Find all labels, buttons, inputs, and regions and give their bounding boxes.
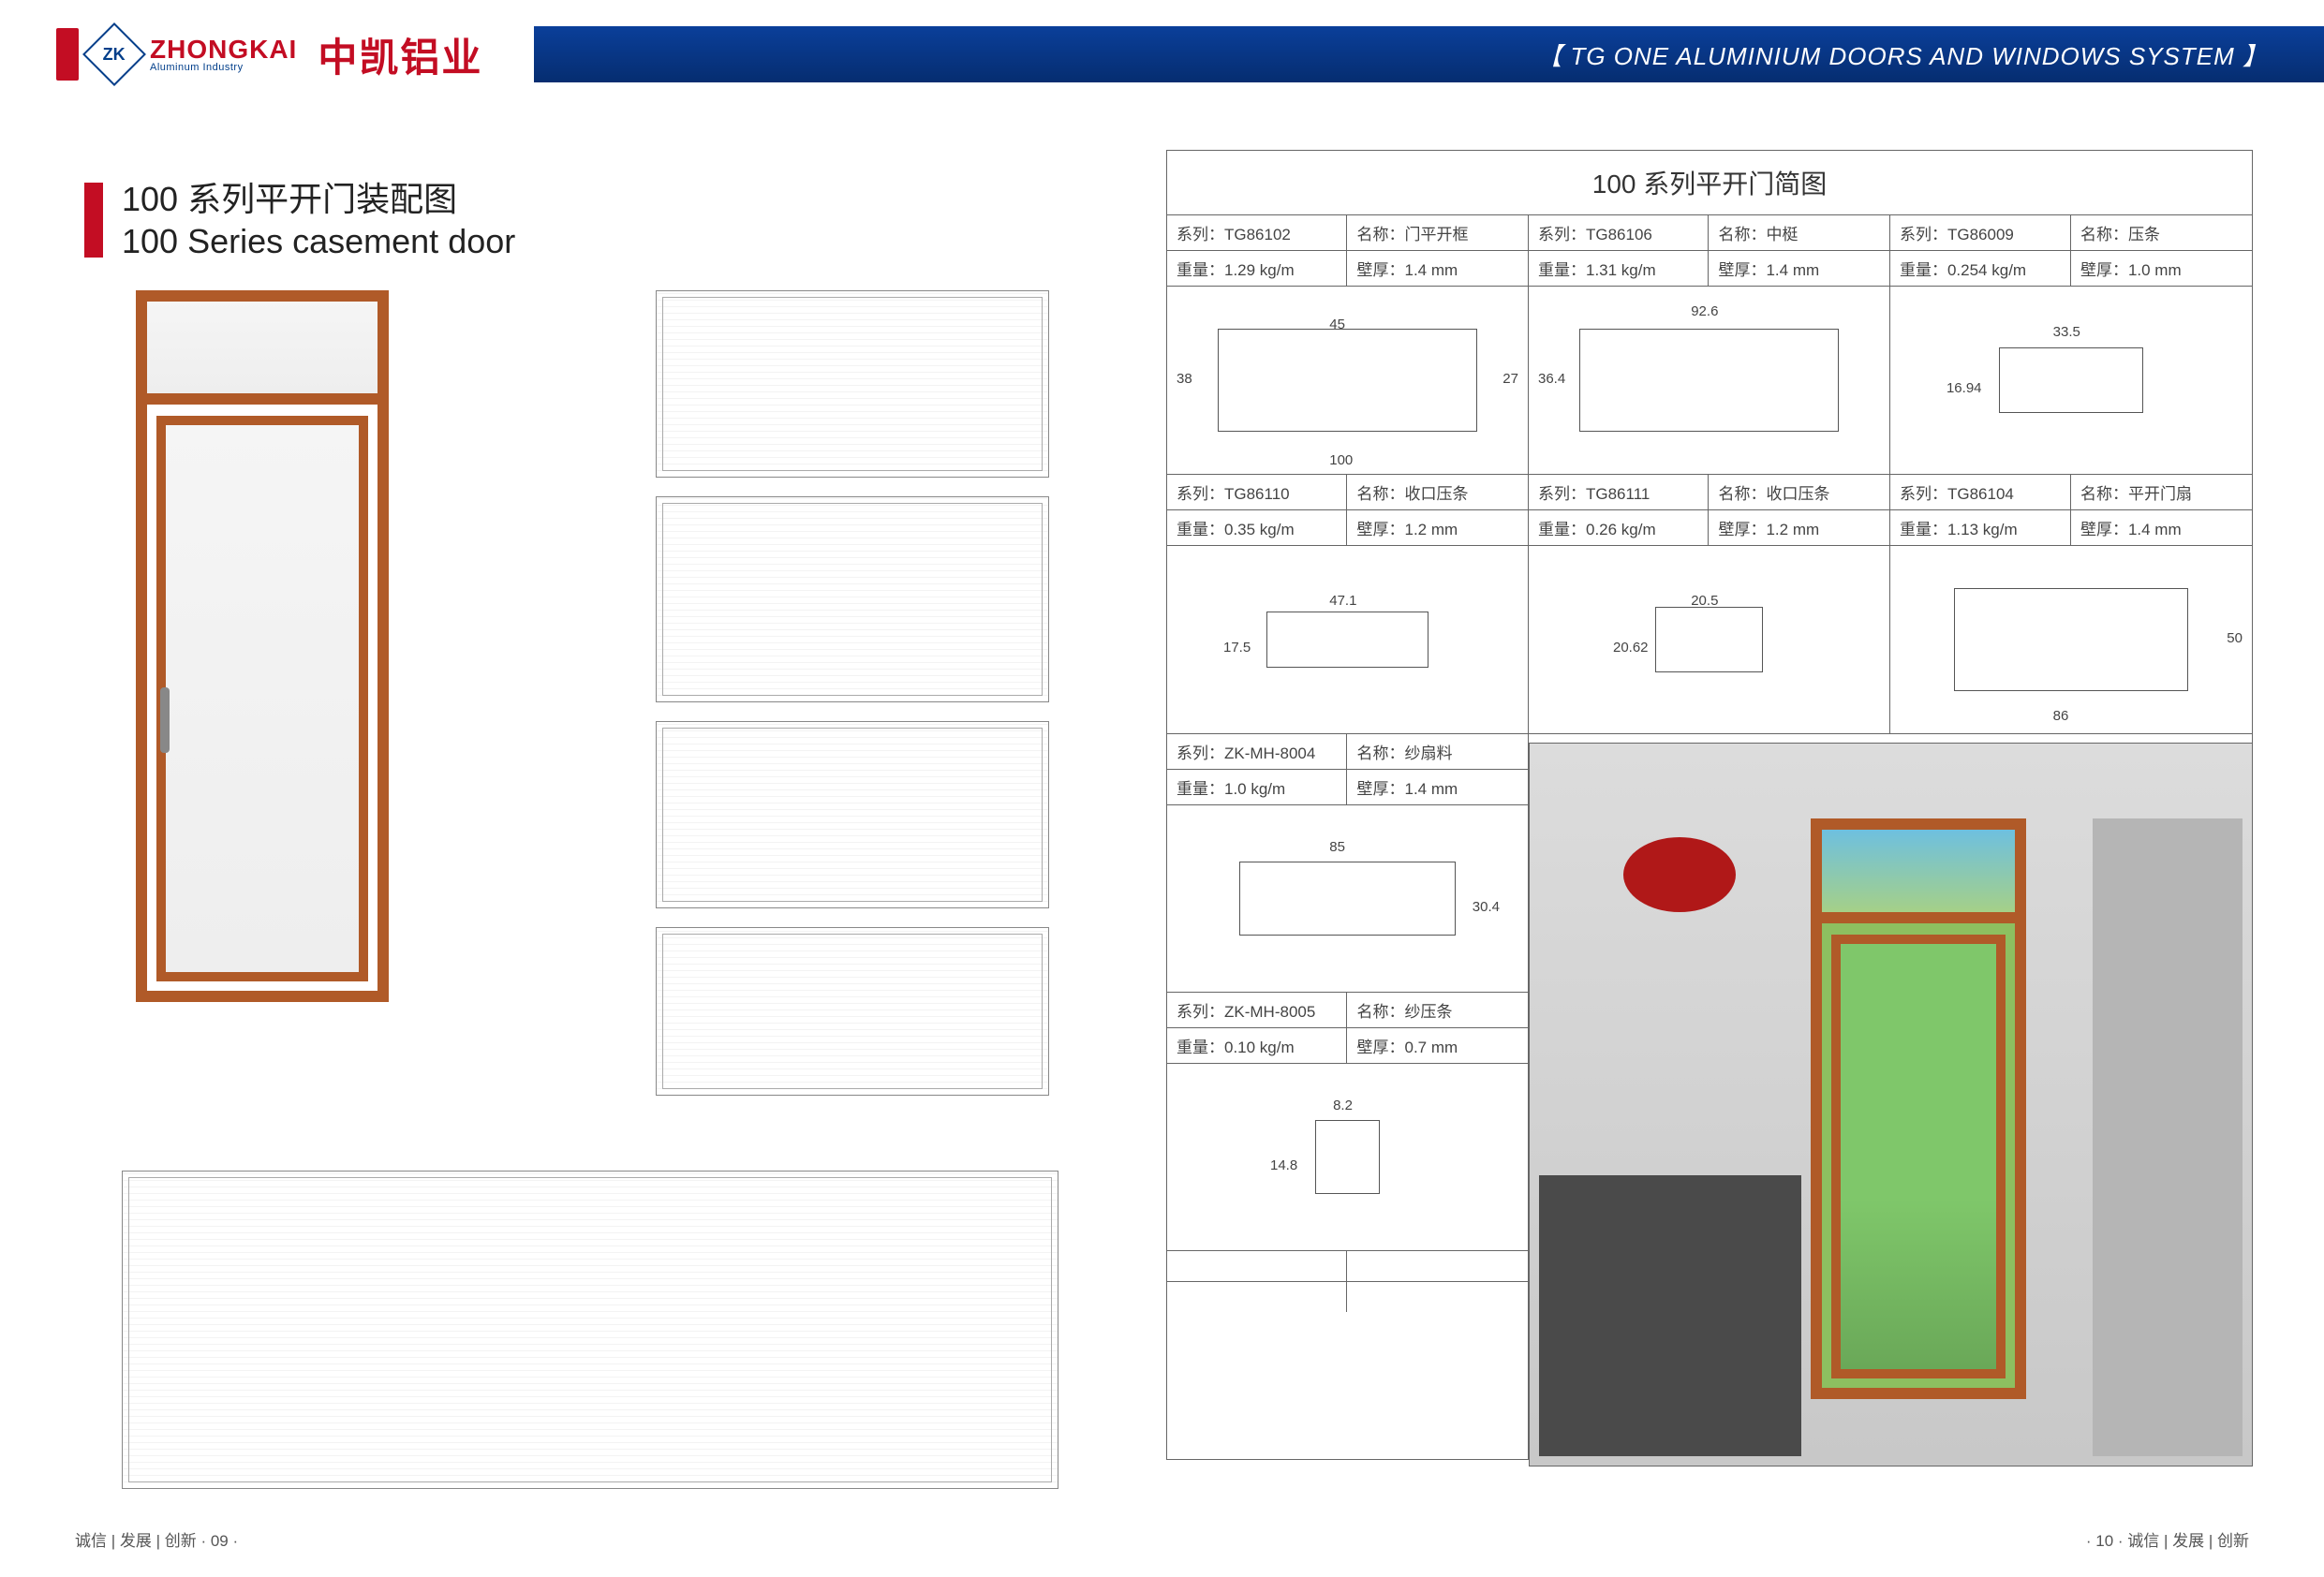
brand-block: ZHONGKAI Aluminum Industry [150,37,297,73]
profile-col-4: 系列：TG86111名称：收口压条 重量：0.26 kg/m壁厚：1.2 mm [1529,475,1890,545]
profile-col-0: 系列：TG86102名称：门平开框 重量：1.29 kg/m壁厚：1.4 mm [1167,215,1529,286]
profile-col-2: 系列：TG86009名称：压条 重量：0.254 kg/m壁厚：1.0 mm [1890,215,2252,286]
profile-col-1: 系列：TG86106名称：中梃 重量：1.31 kg/m壁厚：1.4 mm [1529,215,1890,286]
row-mid-specs: 系列：TG86110名称：收口压条 重量：0.35 kg/m壁厚：1.2 mm … [1167,475,2252,546]
brand-cn: 中凯铝业 [318,26,482,83]
footer-right: · 10 · 诚信 | 发展 | 创新 [2086,1527,2249,1551]
profile-col-3: 系列：TG86110名称：收口压条 重量：0.35 kg/m壁厚：1.2 mm [1167,475,1529,545]
photo-door-leaf [1831,935,2006,1378]
drawing-mid-0: 47.1 17.5 [1167,546,1529,733]
mini-profile-icon [1218,329,1477,432]
kitchen-photo [1529,743,2253,1466]
photo-door-transom [1822,830,2015,923]
mini-profile-icon [1954,588,2189,691]
photo-cabinets [1539,1175,1801,1456]
title-text: 100 系列平开门装配图 100 Series casement door [122,178,515,262]
drawing-left-1: 8.2 14.8 [1167,1064,1528,1251]
left-stack: 系列：ZK-MH-8004名称：纱扇料 重量：1.0 kg/m壁厚：1.4 mm… [1167,734,1529,1459]
door-render [136,290,389,1002]
title-red-tab-icon [84,183,103,258]
mini-profile-icon [1999,347,2143,413]
profile-col-5: 系列：TG86104名称：平开门扇 重量：1.13 kg/m壁厚：1.4 mm [1890,475,2252,545]
mini-profile-icon [1655,607,1763,672]
drawing-top-2: 33.5 16.94 [1890,287,2252,474]
door-leaf [156,416,368,981]
mini-profile-icon [1239,862,1456,936]
title-cn: 100 系列平开门装配图 [122,178,515,220]
drawing-left-0: 85 30.4 [1167,805,1528,993]
header-bar-text: 【 TG ONE ALUMINIUM DOORS AND WINDOWS SYS… [1537,37,2268,72]
row-top-drawings: 100 45 38 27 92.6 36.4 33.5 16.94 [1167,287,2252,475]
title-en: 100 Series casement door [122,220,515,262]
photo-door [1811,818,2026,1399]
cross-section-5 [122,1171,1058,1489]
logo-icon: ZK [82,22,146,86]
brand-sub: Aluminum Industry [150,63,297,73]
door-handle-icon [160,687,170,753]
door-transom [147,302,377,405]
drawing-top-0: 100 45 38 27 [1167,287,1529,474]
photo-clock-icon [1623,837,1736,912]
cross-section-3 [656,721,1049,908]
header: ZK ZHONGKAI Aluminum Industry 中凯铝业 【 TG … [0,26,2324,82]
row-top-specs: 系列：TG86102名称：门平开框 重量：1.29 kg/m壁厚：1.4 mm … [1167,215,2252,287]
drawing-top-1: 92.6 36.4 [1529,287,1890,474]
header-left: ZK ZHONGKAI Aluminum Industry 中凯铝业 [0,26,534,82]
footer: 诚信 | 发展 | 创新 · 09 · · 10 · 诚信 | 发展 | 创新 [0,1527,2324,1551]
cross-section-2 [656,496,1049,702]
header-bar: 【 TG ONE ALUMINIUM DOORS AND WINDOWS SYS… [534,26,2324,82]
cross-section-1 [656,290,1049,478]
mini-profile-icon [1266,612,1428,668]
row-mid-drawings: 47.1 17.5 20.5 20.62 86 50 [1167,546,2252,734]
photo-fridge [2093,818,2243,1456]
drawing-mid-1: 20.5 20.62 [1529,546,1890,733]
mini-profile-icon [1315,1120,1380,1195]
cross-section-4 [656,927,1049,1096]
drawing-mid-2: 86 50 [1890,546,2252,733]
brand-en: ZHONGKAI [150,37,297,63]
section-title: 100 系列平开门装配图 100 Series casement door [84,178,515,262]
catalog-spread: ZK ZHONGKAI Aluminum Industry 中凯铝业 【 TG … [0,0,2324,1577]
door-frame [136,290,389,1002]
footer-left: 诚信 | 发展 | 创新 · 09 · [75,1527,238,1551]
table-title: 100 系列平开门简图 [1167,151,2252,215]
mini-profile-icon [1579,329,1839,432]
red-tab-icon [56,28,79,81]
